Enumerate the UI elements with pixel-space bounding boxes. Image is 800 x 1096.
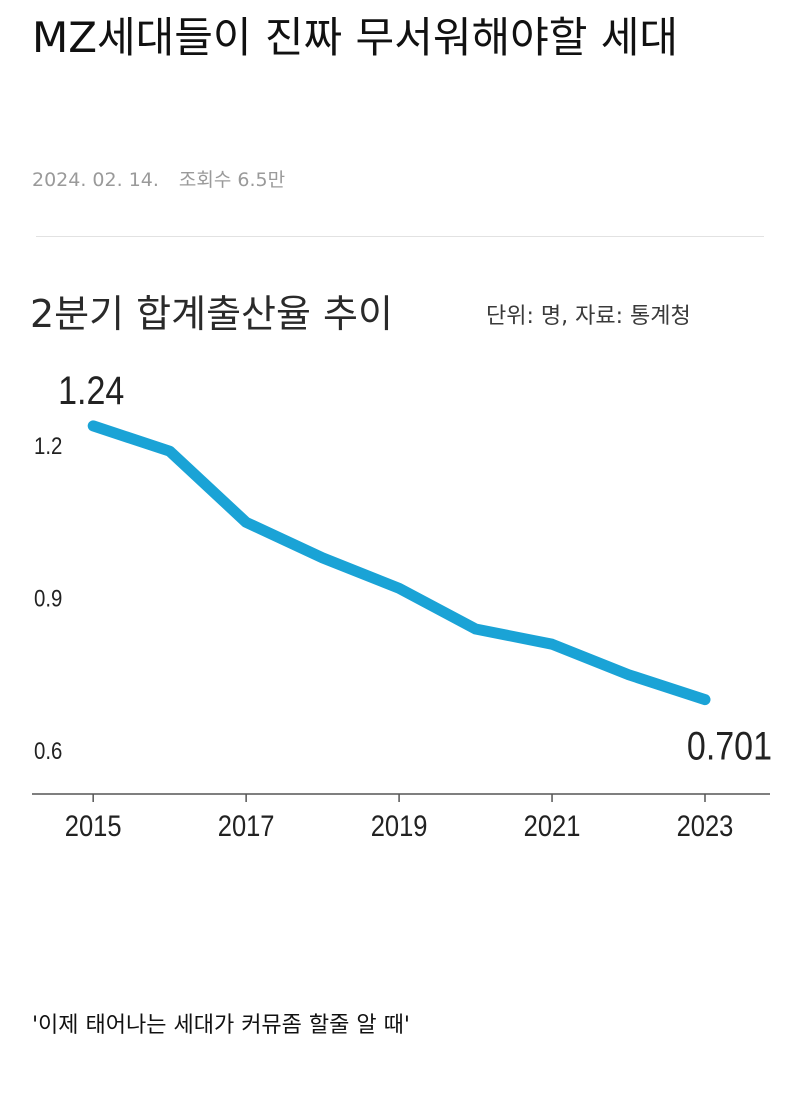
y-tick-label: 1.2 [34,433,62,460]
post-date: 2024. 02. 14. [32,169,159,191]
chart-figure: 2분기 합계출산율 추이 단위: 명, 자료: 통계청 2015 2017 2019… [0,270,800,870]
divider [36,236,764,237]
post-title: MZ세대들이 진짜 무서워해야할 세대 [32,13,679,62]
x-tick-label: 2019 [371,809,428,842]
x-tick-label: 2015 [65,809,122,842]
x-tick-label: 2017 [218,809,275,842]
chart-source-note: 단위: 명, 자료: 통계청 [486,304,691,329]
x-tick-label: 2021 [524,809,581,842]
series-line [87,420,711,706]
post-meta: 2024. 02. 14. 조회수 6.5만 [32,166,285,194]
x-tick-label: 2023 [677,809,734,842]
data-label: 1.24 [58,367,124,412]
view-count: 조회수 6.5만 [178,169,286,191]
y-tick-label: 0.9 [34,585,62,612]
data-label: 0.701 [687,723,772,768]
line-chart: 2015 2017 2019 2021 2023 1.2 0.9 0.6 1.24 0.701 [32,367,772,842]
chart-title: 2분기 합계출산율 추이 [30,292,393,336]
post-caption: '이제 태어나는 세대가 커뮤좀 할줄 알 때' [32,1013,410,1038]
y-tick-label: 0.6 [34,737,62,764]
